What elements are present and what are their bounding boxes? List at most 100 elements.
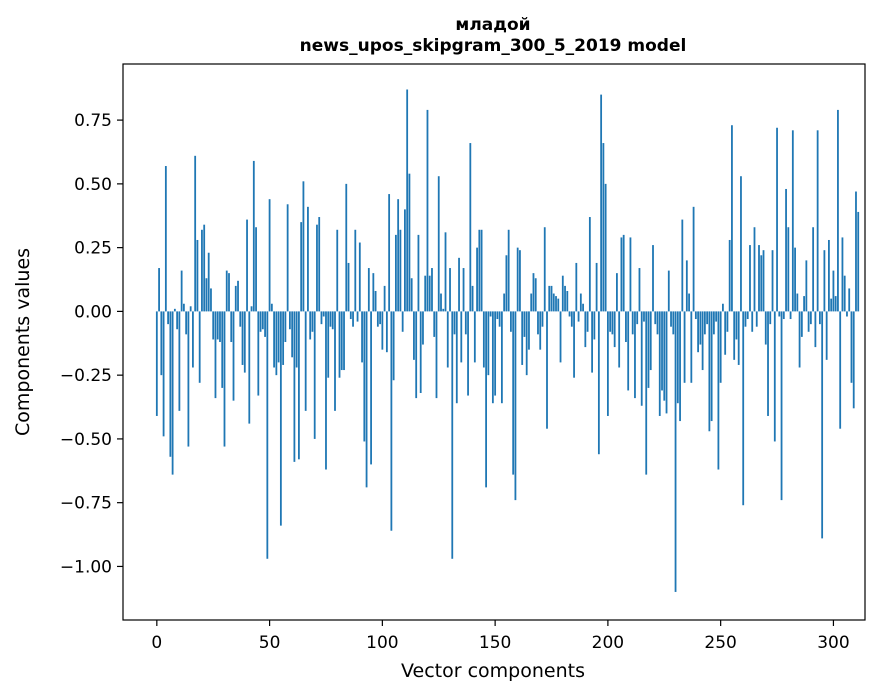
x-tick-label: 150 bbox=[479, 633, 511, 653]
bar bbox=[627, 311, 630, 391]
bar bbox=[658, 311, 661, 416]
bar bbox=[852, 311, 855, 409]
bar bbox=[604, 183, 607, 312]
bar bbox=[219, 311, 221, 342]
bar bbox=[597, 311, 600, 455]
bar bbox=[372, 273, 375, 312]
bar bbox=[422, 311, 424, 345]
bar bbox=[178, 311, 181, 411]
bar bbox=[647, 311, 650, 388]
bar bbox=[787, 227, 790, 312]
bar bbox=[388, 194, 391, 312]
bar bbox=[523, 311, 526, 337]
bar bbox=[275, 311, 278, 376]
bar bbox=[519, 250, 521, 312]
bar bbox=[782, 311, 785, 320]
bar bbox=[237, 280, 239, 312]
bar bbox=[385, 311, 388, 353]
bar bbox=[261, 311, 264, 330]
bar bbox=[749, 245, 751, 312]
bar bbox=[512, 311, 515, 475]
bar bbox=[570, 311, 573, 327]
bar bbox=[595, 262, 598, 312]
x-axis-label: Vector components bbox=[401, 660, 585, 682]
bar bbox=[176, 311, 179, 330]
bar bbox=[196, 239, 199, 312]
bar bbox=[507, 229, 510, 312]
bar bbox=[442, 308, 445, 312]
bar bbox=[401, 311, 404, 332]
y-tick-label: 0.00 bbox=[74, 302, 112, 322]
bar bbox=[316, 224, 318, 312]
bar bbox=[160, 311, 163, 376]
bar bbox=[365, 311, 368, 488]
bar bbox=[214, 311, 217, 399]
bar bbox=[728, 239, 731, 312]
chart-subtitle: news_upos_skipgram_300_5_2019 model bbox=[300, 36, 687, 56]
bar bbox=[228, 273, 230, 312]
bar bbox=[413, 311, 415, 360]
bar bbox=[579, 293, 582, 312]
bar bbox=[575, 262, 578, 312]
y-tick-label: −0.25 bbox=[60, 366, 112, 386]
bar bbox=[776, 127, 778, 312]
bar bbox=[325, 311, 327, 470]
bar bbox=[266, 311, 269, 559]
bar bbox=[530, 293, 533, 312]
bar bbox=[248, 311, 251, 424]
bar bbox=[800, 311, 803, 337]
bar bbox=[715, 311, 718, 322]
bar bbox=[343, 311, 345, 371]
bar bbox=[480, 229, 483, 312]
bar bbox=[559, 311, 562, 363]
bar bbox=[591, 311, 593, 373]
bar bbox=[708, 311, 711, 432]
bar bbox=[676, 311, 679, 404]
bar bbox=[340, 311, 343, 371]
bar bbox=[449, 268, 451, 312]
bar bbox=[712, 311, 715, 335]
bar bbox=[719, 311, 722, 383]
bar bbox=[282, 311, 285, 365]
x-tick-label: 50 bbox=[259, 633, 281, 653]
bar bbox=[848, 288, 851, 312]
bar bbox=[622, 234, 625, 312]
bar bbox=[494, 311, 497, 396]
bar bbox=[631, 311, 634, 335]
bar bbox=[593, 311, 596, 340]
bar bbox=[717, 311, 720, 470]
bar bbox=[532, 273, 535, 312]
bar bbox=[352, 311, 354, 327]
bar bbox=[778, 311, 781, 317]
bar bbox=[611, 311, 614, 335]
bar bbox=[755, 311, 758, 327]
bar bbox=[367, 268, 370, 312]
bar bbox=[415, 311, 418, 399]
bar bbox=[706, 311, 709, 325]
bar bbox=[818, 311, 821, 325]
bar bbox=[376, 311, 379, 327]
bar bbox=[173, 308, 176, 312]
bar bbox=[505, 255, 508, 312]
bar bbox=[694, 311, 697, 320]
bar bbox=[606, 311, 609, 416]
bar bbox=[751, 311, 754, 332]
bar bbox=[469, 143, 472, 312]
bar bbox=[809, 311, 812, 325]
bar bbox=[699, 311, 702, 345]
bar bbox=[329, 311, 332, 327]
y-tick-label: 0.75 bbox=[74, 111, 112, 131]
bar bbox=[823, 250, 826, 312]
bar bbox=[239, 311, 242, 327]
bar bbox=[701, 311, 704, 371]
bar bbox=[703, 311, 706, 335]
bar bbox=[830, 298, 833, 312]
bar bbox=[821, 311, 824, 539]
bar bbox=[670, 311, 672, 327]
bar bbox=[683, 311, 686, 383]
bar bbox=[528, 311, 530, 350]
bar bbox=[320, 311, 323, 325]
bar bbox=[374, 290, 377, 312]
x-tick-label: 300 bbox=[817, 633, 849, 653]
